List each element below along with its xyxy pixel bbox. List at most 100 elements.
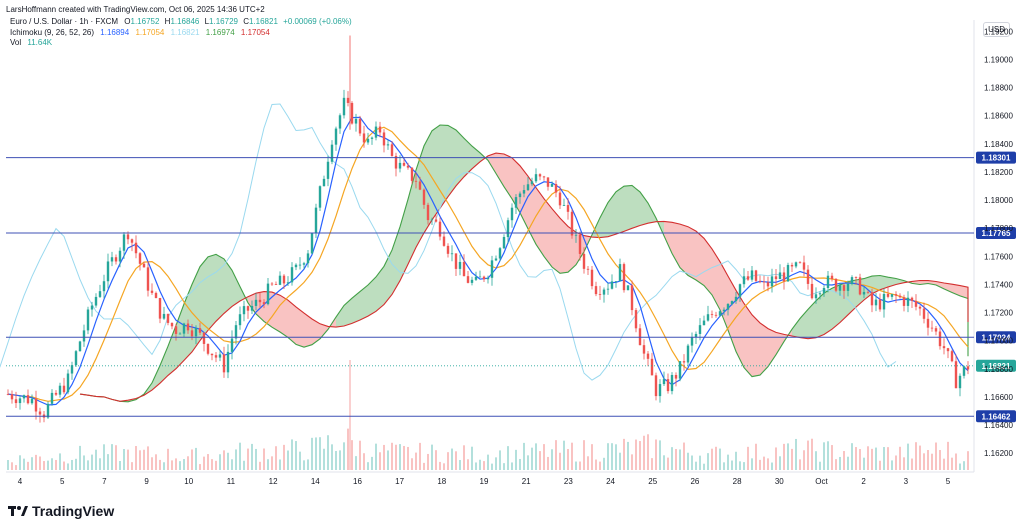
- candle-body: [846, 283, 850, 291]
- candle-body: [918, 306, 922, 309]
- candle-body: [190, 330, 194, 337]
- candle-body: [958, 375, 962, 389]
- cloud-segment: [336, 305, 344, 328]
- tradingview-brand[interactable]: TradingView: [8, 503, 114, 519]
- cloud-segment: [944, 283, 952, 293]
- volume-bar: [771, 462, 773, 470]
- candle-body: [62, 385, 66, 393]
- volume-bar: [535, 443, 537, 470]
- x-tick-label: 14: [311, 477, 320, 486]
- price-line-label: 1.16462: [982, 412, 1011, 421]
- x-tick-label: 25: [648, 477, 657, 486]
- x-tick-label: 24: [606, 477, 615, 486]
- y-tick-label: 1.17600: [984, 252, 1013, 261]
- candle-body: [146, 267, 150, 291]
- volume-bar: [107, 454, 109, 470]
- volume-bar: [571, 442, 573, 470]
- cloud-segment: [792, 318, 800, 338]
- candle-body: [526, 184, 530, 191]
- candle-body: [454, 253, 458, 269]
- volume-bar: [115, 445, 117, 470]
- candle-body: [274, 284, 278, 286]
- candle-body: [862, 291, 866, 295]
- ichimoku-spana-value: 1.16974: [205, 27, 235, 37]
- candle-body: [254, 299, 258, 306]
- volume-bar: [791, 448, 793, 470]
- price-axis[interactable]: 1.19200 1.19000 1.18800 1.18600 1.18400 1.182…: [984, 27, 1013, 458]
- candle-body: [162, 313, 166, 319]
- volume-bar: [351, 440, 353, 470]
- volume-bar: [827, 441, 829, 470]
- legend-ichimoku-row: Ichimoku (9, 26, 52, 26) 1.16894 1.17054…: [10, 28, 352, 39]
- volume-bar: [699, 455, 701, 470]
- candle-body: [174, 326, 178, 334]
- candle-body: [498, 248, 502, 259]
- volume-bar: [499, 450, 501, 470]
- brand-name: TradingView: [32, 503, 115, 519]
- cloud-segment: [616, 186, 624, 235]
- candle-body: [282, 275, 286, 284]
- candle-body: [758, 280, 762, 282]
- candle-body: [226, 351, 230, 373]
- volume-bar: [551, 449, 553, 470]
- volume-bar: [347, 428, 349, 470]
- candle-body: [934, 328, 938, 332]
- candle-body: [386, 144, 390, 146]
- price-line-tag: [976, 410, 1016, 423]
- volume-bar: [947, 441, 949, 470]
- candle-body: [278, 275, 282, 285]
- candle-body: [730, 301, 734, 304]
- candle-body: [422, 189, 426, 205]
- y-tick-label: 1.18600: [984, 112, 1013, 121]
- cloud-segment: [168, 325, 176, 376]
- volume-bar: [223, 450, 225, 470]
- x-tick-label: 4: [18, 477, 23, 486]
- candle-body: [670, 374, 674, 392]
- volume-bar: [859, 449, 861, 470]
- volume-bar: [703, 463, 705, 470]
- volume-bar: [251, 443, 253, 470]
- volume-bar: [747, 446, 749, 470]
- volume-bar: [299, 451, 301, 470]
- candle-body: [74, 351, 78, 366]
- candle-body: [382, 132, 386, 146]
- x-tick-label: 16: [353, 477, 362, 486]
- candle-body: [134, 242, 138, 254]
- volume-bar: [247, 448, 249, 470]
- candle-body: [394, 155, 398, 169]
- volume-bar: [47, 460, 49, 470]
- candle-body: [126, 234, 130, 240]
- price-line-label: 1.18301: [982, 154, 1011, 163]
- volume-bar: [623, 438, 625, 470]
- volume-bar: [743, 462, 745, 470]
- volume-bar: [459, 459, 461, 470]
- volume-bar: [603, 457, 605, 470]
- cloud-segment: [352, 291, 360, 324]
- candle-body: [470, 279, 474, 283]
- candle-body: [594, 286, 598, 295]
- volume-bar: [767, 458, 769, 470]
- candle-body: [118, 250, 122, 262]
- candle-body: [474, 276, 478, 280]
- volume-bar: [519, 458, 521, 470]
- legend: Euro / U.S. Dollar · 1h · FXCM O1.16752 …: [10, 17, 352, 49]
- time-axis[interactable]: 4 5 7 9 10 11 12 14 16 17 18 19 21 23 24 25 26 28 30 Oct 2 3 5: [18, 477, 951, 486]
- candle-body: [938, 331, 942, 347]
- volume-bar: [367, 462, 369, 470]
- candle-body: [26, 395, 30, 404]
- y-tick-label: 1.17800: [984, 224, 1013, 233]
- volume-bar: [779, 456, 781, 470]
- volume-bar: [359, 440, 361, 470]
- cloud-segment: [624, 185, 632, 232]
- currency-button[interactable]: USD: [983, 22, 1010, 37]
- x-tick-label: 9: [144, 477, 149, 486]
- candle-body: [502, 237, 506, 249]
- candle-body: [910, 297, 914, 301]
- cloud-segment: [728, 276, 736, 352]
- volume-bar: [139, 450, 141, 470]
- candle-body: [374, 126, 378, 138]
- candle-body: [14, 399, 18, 404]
- volume-bar: [679, 449, 681, 470]
